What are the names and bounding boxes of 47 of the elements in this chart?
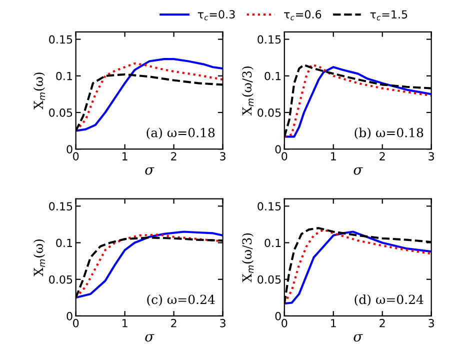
- x-tick-label: 2: [171, 152, 176, 160]
- x-tick-label: 0: [73, 318, 79, 328]
- x-axis-title: σ: [354, 167, 363, 175]
- x-tick-label: 3: [428, 152, 434, 160]
- y-tick-label: 0.05: [49, 275, 72, 284]
- y-tick-label: 0.05: [258, 108, 281, 117]
- x-axis-title: σ: [145, 167, 154, 175]
- y-tick-label: 0.15: [49, 35, 72, 44]
- y-tick-label: 0: [66, 312, 72, 320]
- y-tick-label: 0: [275, 312, 281, 320]
- y-axis-title: X$_{m}$(ω/3): [242, 66, 254, 116]
- x-tick-label: 2: [380, 318, 385, 328]
- y-tick-label: 0.1: [56, 238, 72, 248]
- y-tick-label: 0.15: [258, 35, 281, 44]
- legend-label: τ$_{c}$=0.3: [198, 10, 235, 20]
- annotation: (a) ω=0.18: [146, 128, 215, 140]
- y-tick-label: 0.05: [49, 108, 72, 117]
- y-tick-label: 0: [275, 145, 281, 154]
- x-axis-title: σ: [145, 334, 154, 342]
- x-tick-label: 1: [122, 152, 128, 160]
- y-tick-label: 0: [66, 145, 72, 154]
- y-tick-label: 0.15: [258, 202, 281, 210]
- x-tick-label: 1: [331, 152, 336, 160]
- y-tick-label: 0.1: [264, 72, 281, 80]
- x-tick-label: 3: [220, 318, 226, 328]
- y-tick-label: 0.1: [56, 72, 72, 80]
- x-tick-label: 2: [171, 318, 176, 328]
- y-axis-title: X$_{m}$(ω/3): [242, 233, 254, 282]
- x-tick-label: 0: [73, 152, 79, 160]
- x-tick-label: 0: [282, 318, 288, 328]
- y-axis-title: X$_{m}$(ω): [33, 72, 45, 110]
- legend-label: τ$_{c}$=1.5: [370, 10, 408, 20]
- y-tick-label: 0.15: [49, 202, 72, 210]
- x-tick-label: 3: [220, 152, 226, 160]
- x-axis-title: σ: [354, 334, 363, 342]
- annotation: (b) ω=0.18: [354, 128, 424, 140]
- y-tick-label: 0.1: [264, 238, 281, 248]
- x-tick-label: 1: [331, 319, 336, 328]
- x-tick-label: 3: [428, 318, 434, 328]
- x-tick-label: 1: [122, 319, 128, 328]
- annotation: (c) ω=0.24: [147, 294, 215, 306]
- legend-label: τ$_{c}$=0.6: [284, 10, 322, 20]
- y-axis-title: X$_{m}$(ω): [33, 239, 45, 276]
- annotation: (d) ω=0.24: [354, 294, 424, 306]
- x-tick-label: 0: [282, 152, 288, 160]
- y-tick-label: 0.05: [258, 275, 281, 284]
- x-tick-label: 2: [380, 152, 385, 160]
